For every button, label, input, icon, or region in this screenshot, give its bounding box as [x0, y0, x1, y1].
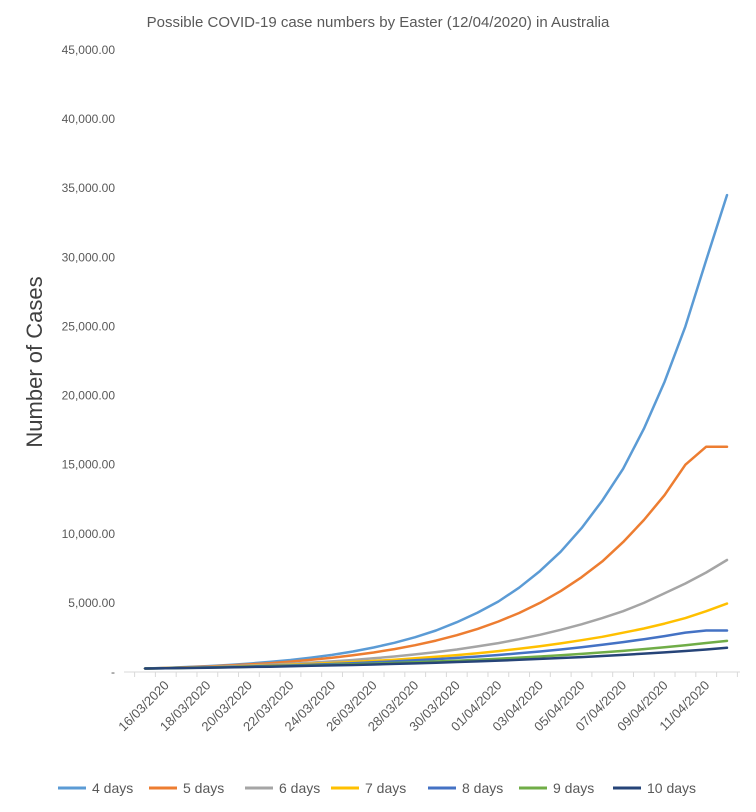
chart-title: Possible COVID-19 case numbers by Easter… — [147, 14, 610, 31]
legend-label: 4 days — [92, 780, 133, 796]
y-tick-label: - — [111, 665, 115, 679]
legend-label: 5 days — [183, 780, 224, 796]
legend-label: 10 days — [647, 780, 696, 796]
legend-label: 7 days — [365, 780, 406, 796]
y-tick-label: 20,000.00 — [62, 389, 116, 403]
y-tick-label: 25,000.00 — [62, 319, 116, 333]
y-tick-label: 10,000.00 — [62, 527, 116, 541]
y-tick-label: 45,000.00 — [62, 43, 116, 57]
x-axis: 16/03/202018/03/202020/03/202022/03/2020… — [115, 671, 740, 734]
y-axis: - 5,000.00 10,000.00 15,000.00 20,000.00 25,0… — [62, 43, 116, 679]
y-tick-label: 40,000.00 — [62, 112, 116, 126]
legend: 4 days 5 days 6 days 7 days 8 days 9 days 10 d… — [58, 780, 696, 796]
y-tick-label: 15,000.00 — [62, 458, 116, 472]
series-line-4-days — [143, 193, 729, 670]
y-tick-label: 5,000.00 — [68, 596, 115, 610]
legend-label: 6 days — [279, 780, 320, 796]
series-line-6-days — [143, 558, 729, 670]
series-lines — [143, 193, 729, 670]
series-line-5-days — [143, 445, 729, 670]
y-axis-label: Number of Cases — [22, 276, 47, 447]
y-tick-label: 30,000.00 — [62, 250, 116, 264]
legend-label: 8 days — [462, 780, 503, 796]
series-line-10-days — [143, 646, 729, 670]
legend-label: 9 days — [553, 780, 594, 796]
y-tick-label: 35,000.00 — [62, 181, 116, 195]
